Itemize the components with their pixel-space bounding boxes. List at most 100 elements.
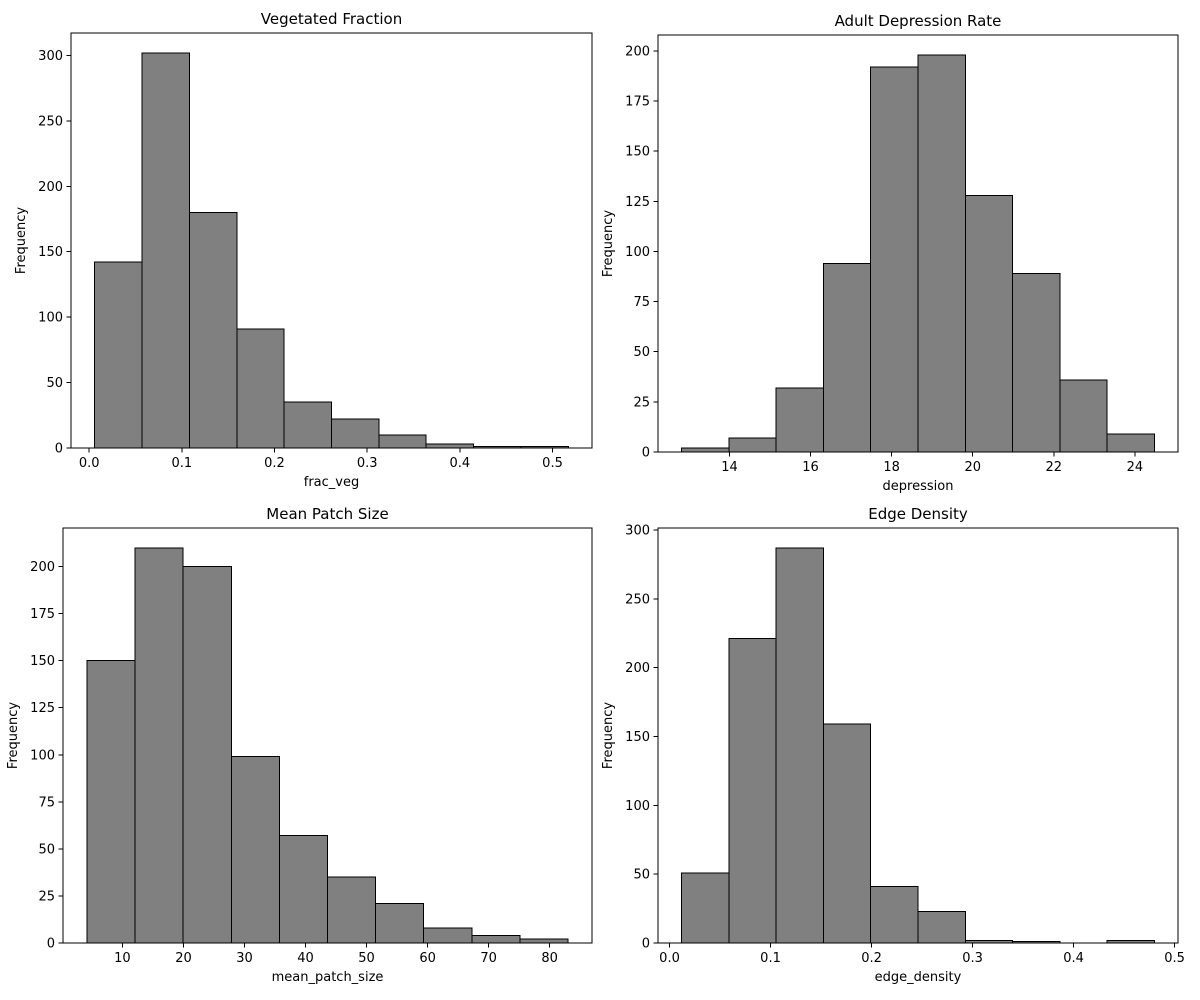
y-tick-label: 0: [47, 937, 55, 952]
x-tick-label: 0.2: [264, 456, 285, 471]
y-tick-label: 150: [38, 245, 63, 260]
histogram-bar: [182, 566, 232, 944]
axes-spines: [657, 34, 1179, 453]
x-tick-label: 24: [1127, 460, 1144, 475]
y-tick-label: 150: [625, 730, 650, 745]
chart-svg: 14 16 18 20 22 24 0 25 50 75 100 125 150 175 200 Adult …: [601, 12, 1179, 494]
histogram-bar: [327, 876, 377, 944]
y-axis-label: Frequency: [6, 702, 21, 769]
histogram-panel-vegetated-fraction: 0.0 0.1 0.2 0.3 0.4 0.5 0 50 100 150 200 250 300 Vege…: [0, 0, 600, 500]
x-tick-label: 50: [358, 951, 375, 966]
histogram-bar: [236, 328, 285, 449]
x-tick-label: 22: [1046, 460, 1063, 475]
y-tick-label: 75: [38, 795, 55, 810]
chart-svg: 0.0 0.1 0.2 0.3 0.4 0.5 0 50 100 150 200 250 300 Vege…: [14, 10, 593, 490]
histogram-bar: [378, 434, 427, 449]
y-axis-label: Frequency: [601, 702, 616, 769]
y-axis: 0 25 50 75 100 125 150 175 200: [30, 560, 63, 952]
x-tick-label: 0.1: [171, 456, 192, 471]
x-axis-label: edge_density: [875, 970, 962, 985]
x-axis: 14 16 18 20 22 24: [721, 452, 1143, 475]
x-tick-label: 0.5: [542, 456, 563, 471]
y-tick-label: 100: [30, 748, 55, 763]
y-tick-label: 200: [625, 661, 650, 676]
y-axis: 0 25 50 75 100 125 150 175 200: [625, 44, 658, 461]
x-tick-label: 20: [175, 951, 192, 966]
histogram-panel-adult-depression-rate: 14 16 18 20 22 24 0 25 50 75 100 125 150 175 200 Adult …: [600, 0, 1200, 500]
x-tick-label: 20: [964, 460, 981, 475]
y-tick-label: 175: [625, 94, 650, 109]
histogram-bar: [681, 872, 730, 944]
histogram-bar: [822, 723, 872, 944]
y-tick-label: 300: [625, 523, 650, 538]
histogram-bar: [870, 886, 919, 944]
histogram-bar: [870, 66, 919, 453]
x-tick-label: 0.5: [1164, 951, 1185, 966]
x-axis: 0.0 0.1 0.2 0.3 0.4 0.5: [79, 448, 563, 471]
x-tick-label: 0.1: [760, 951, 781, 966]
x-tick-label: 0.3: [962, 951, 983, 966]
y-tick-label: 100: [625, 245, 650, 260]
axes-spines: [70, 32, 593, 449]
histogram-bars: [681, 547, 1155, 944]
histogram-bar: [775, 547, 824, 944]
histogram-bar: [681, 447, 730, 453]
y-tick-label: 0: [55, 442, 63, 457]
y-axis-label: Frequency: [601, 210, 616, 277]
histogram-bar: [964, 194, 1014, 453]
chart-svg: 10 20 30 40 50 60 70 80 0 25 50 75 100 125 150 175 200 Me…: [6, 505, 593, 985]
chart-title: Adult Depression Rate: [835, 12, 1002, 30]
y-tick-label: 150: [625, 145, 650, 160]
x-tick-label: 16: [802, 460, 819, 475]
y-tick-label: 0: [642, 446, 650, 461]
x-axis: 10 20 30 40 50 60 70 80: [114, 943, 558, 966]
x-tick-label: 0.0: [79, 456, 100, 471]
histogram-bar: [134, 547, 184, 944]
y-tick-label: 125: [30, 701, 55, 716]
histogram-bars: [94, 52, 569, 449]
y-tick-label: 125: [625, 195, 650, 210]
y-tick-label: 250: [38, 114, 63, 129]
x-axis-label: frac_veg: [304, 475, 359, 490]
histogram-bar: [728, 437, 777, 453]
histogram-bar: [331, 418, 380, 449]
histogram-bars: [86, 547, 569, 944]
histogram-panel-edge-density: 0.0 0.1 0.2 0.3 0.4 0.5 0 50 100 150 200 250 300 Edge…: [600, 500, 1200, 1000]
histogram-bar: [519, 938, 569, 944]
histogram-bar: [283, 401, 333, 449]
histogram-bar: [278, 835, 329, 944]
histogram-bar: [1106, 433, 1155, 453]
x-tick-label: 14: [721, 460, 738, 475]
y-tick-label: 50: [46, 376, 63, 391]
x-axis-label: mean_patch_size: [272, 970, 384, 985]
histogram-bars: [681, 54, 1155, 453]
histogram-bar: [86, 660, 136, 944]
histogram-bar: [917, 910, 966, 944]
histogram-bar: [94, 261, 143, 449]
x-tick-label: 60: [419, 951, 436, 966]
x-axis-label: depression: [883, 479, 954, 494]
x-tick-label: 0.0: [659, 951, 680, 966]
y-tick-label: 250: [625, 592, 650, 607]
x-tick-label: 40: [297, 951, 314, 966]
y-tick-label: 100: [38, 311, 63, 326]
y-tick-label: 100: [625, 799, 650, 814]
histogram-bar: [375, 902, 425, 944]
histogram-bar: [188, 211, 238, 449]
x-tick-label: 30: [236, 951, 253, 966]
histogram-panel-mean-patch-size: 10 20 30 40 50 60 70 80 0 25 50 75 100 125 150 175 200 Me…: [0, 500, 600, 1000]
histogram-bar: [230, 756, 280, 944]
x-tick-label: 0.2: [861, 951, 882, 966]
y-tick-label: 175: [30, 607, 55, 622]
histogram-bar: [423, 927, 473, 944]
chart-title: Vegetated Fraction: [261, 10, 402, 28]
y-axis: 0 50 100 150 200 250 300: [38, 49, 71, 457]
y-tick-label: 150: [30, 654, 55, 669]
x-tick-label: 0.4: [1063, 951, 1084, 966]
histogram-bar: [141, 52, 190, 449]
histogram-bar: [822, 262, 872, 453]
y-tick-label: 0: [642, 937, 650, 952]
histogram-bar: [775, 387, 824, 453]
histogram-bar: [917, 54, 966, 453]
